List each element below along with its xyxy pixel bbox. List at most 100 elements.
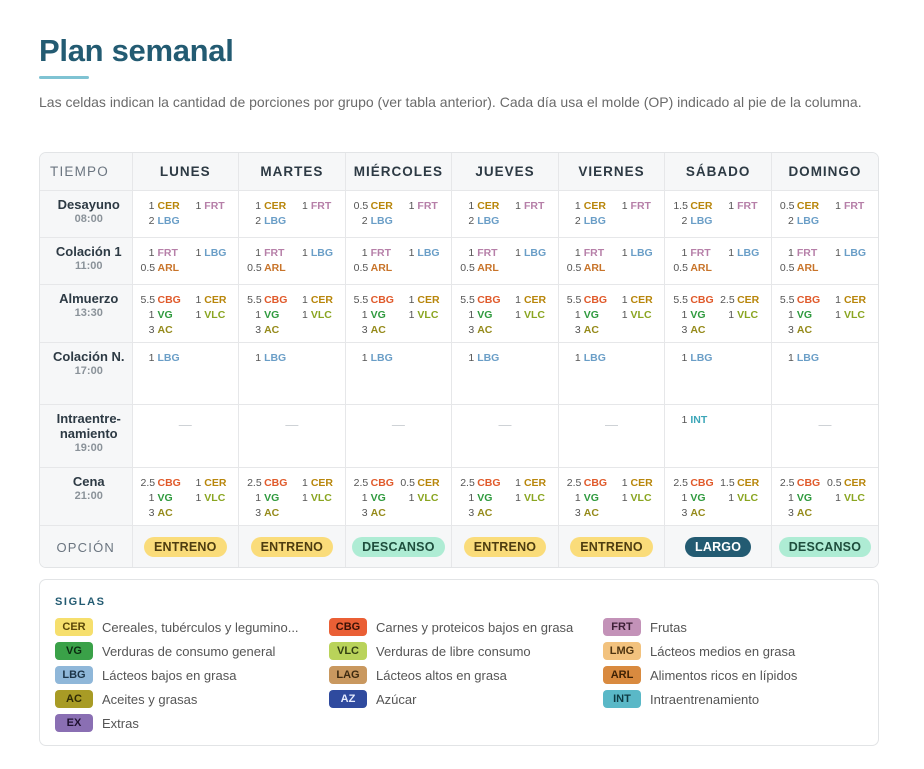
portion-quantity: 1 (148, 199, 155, 212)
portion-item: 1 VG (354, 308, 401, 323)
plan-cell: 5.5 CBG 1 CER 1 VG 1 VLC 3 AC (132, 284, 240, 343)
meal-name: Almuerzo (59, 290, 119, 306)
portion-quantity: 1 (835, 246, 841, 259)
group-code: FRT (417, 199, 438, 212)
portion-quantity: 1 (361, 246, 368, 259)
portion-quantity: 1 (835, 308, 841, 321)
group-code: VLC (630, 308, 652, 321)
legend-label: Lácteos bajos en grasa (102, 667, 237, 683)
column-header-day: LUNES (132, 153, 240, 191)
portion-item: 1 VLC (507, 308, 554, 323)
portion-quantity: 1 (255, 308, 262, 321)
portion-item: 1 FRT (614, 199, 661, 214)
portion-quantity: 1 (148, 308, 155, 321)
plan-cell: 2.5 CBG 0.5 CER 1 VG 1 VLC 3 AC (771, 467, 878, 526)
title-underline (39, 76, 89, 79)
portion-quantity: 1 (408, 293, 415, 306)
group-code: CBG (690, 476, 714, 489)
portion-item: 1 VLC (614, 491, 661, 506)
portion-quantity: 2.5 (566, 476, 582, 489)
group-code: CER (690, 199, 713, 212)
group-code: AC (264, 506, 280, 519)
portion-item: 1 CER (400, 293, 447, 308)
plan-cell: 1 LBG (238, 342, 346, 405)
portion-quantity: 2.5 (673, 476, 688, 489)
plan-cell: 1 FRT 1 LBG 0.5 ARL (771, 237, 878, 285)
portion-item: 1 VLC (294, 491, 341, 506)
group-code: VG (157, 308, 173, 321)
legend-item: INT Intraentrenamiento (603, 689, 759, 709)
option-badge: ENTRENO (250, 537, 334, 558)
portion-item: 1 VG (247, 308, 294, 323)
empty-mark: — (605, 416, 619, 432)
portion-quantity: 3 (361, 323, 368, 336)
portion-item: 1 FRT (354, 246, 401, 261)
portion-item: 1 VG (141, 308, 188, 323)
portion-item: 1 LBG (567, 351, 614, 366)
plan-cell: — (345, 404, 453, 468)
portion-item: 1 VG (780, 491, 827, 506)
portion-quantity: 1 (408, 491, 415, 504)
group-code: LBG (523, 246, 547, 259)
group-code: FRT (310, 199, 332, 212)
portion-quantity: 2 (788, 214, 794, 227)
empty-mark: — (391, 416, 405, 432)
group-code: FRT (690, 246, 711, 259)
portion-quantity: 1 (515, 199, 521, 212)
portion-item: 3 AC (460, 506, 507, 521)
group-code: FRT (204, 199, 225, 212)
portion-quantity: 1 (728, 491, 735, 504)
group-code: FRT (630, 199, 651, 212)
group-code: AC (477, 323, 493, 336)
option-cell: ENTRENO (238, 525, 346, 567)
group-code: ARL (796, 261, 819, 274)
portion-quantity: 1 (621, 308, 628, 321)
group-code: AC (264, 323, 280, 336)
empty-mark: — (285, 416, 299, 432)
portion-quantity: 1 (515, 491, 521, 504)
plan-cell: 1 LBG (558, 342, 666, 405)
portion-item: 2 LBG (247, 214, 294, 229)
portion-item: 1 CER (294, 293, 341, 308)
portion-item: 1 INT (673, 413, 720, 428)
portion-quantity: 3 (255, 323, 262, 336)
portion-item: 2 LBG (673, 214, 720, 229)
portion-quantity: 1 (621, 246, 628, 259)
portion-item: 1 VLC (827, 308, 874, 323)
portion-quantity: 1 (681, 246, 688, 259)
legend-item: ARL Alimentos ricos en lípidos (603, 665, 797, 685)
plan-cell: — (132, 404, 240, 468)
group-code: VLC (523, 491, 545, 504)
portion-item: 1 VG (780, 308, 827, 323)
portion-item: 5.5 CBG (141, 293, 188, 308)
group-code: FRT (370, 246, 392, 259)
portion-quantity: 1 (255, 246, 262, 259)
portion-item: 0.5 CER (780, 199, 827, 214)
column-header-day: DOMINGO (771, 153, 878, 191)
group-code: AC (370, 323, 386, 336)
group-code: CBG (157, 293, 181, 306)
portion-item: 1 LBG (400, 246, 447, 261)
portion-quantity: 1 (515, 246, 521, 259)
group-code: VG (690, 491, 706, 504)
portion-item: 3 AC (780, 323, 827, 338)
legend-chip: CBG (329, 618, 367, 636)
legend-chip: EX (55, 714, 93, 732)
meal-time: 13:30 (74, 306, 103, 319)
portion-quantity: 0.5 (353, 261, 369, 274)
plan-cell: 5.5 CBG 1 CER 1 VG 1 VLC 3 AC (771, 284, 878, 343)
group-code: CBG (477, 476, 501, 489)
legend-label: Verduras de libre consumo (376, 643, 531, 659)
portion-item: 5.5 CBG (673, 293, 720, 308)
portion-item: 0.5 ARL (460, 261, 507, 276)
group-code: LBG (157, 214, 180, 227)
portion-quantity: 1 (468, 199, 475, 212)
plan-cell: 1 INT (664, 404, 772, 468)
portion-quantity: 1 (148, 491, 155, 504)
legend-chip: ARL (603, 666, 641, 684)
legend-item: CER Cereales, tubérculos y legumino... (55, 617, 299, 637)
portion-item: 2.5 CBG (141, 476, 188, 491)
portion-quantity: 1 (255, 199, 262, 212)
portion-item: 1 FRT (400, 199, 447, 214)
column-header-day: MIÉRCOLES (345, 153, 453, 191)
